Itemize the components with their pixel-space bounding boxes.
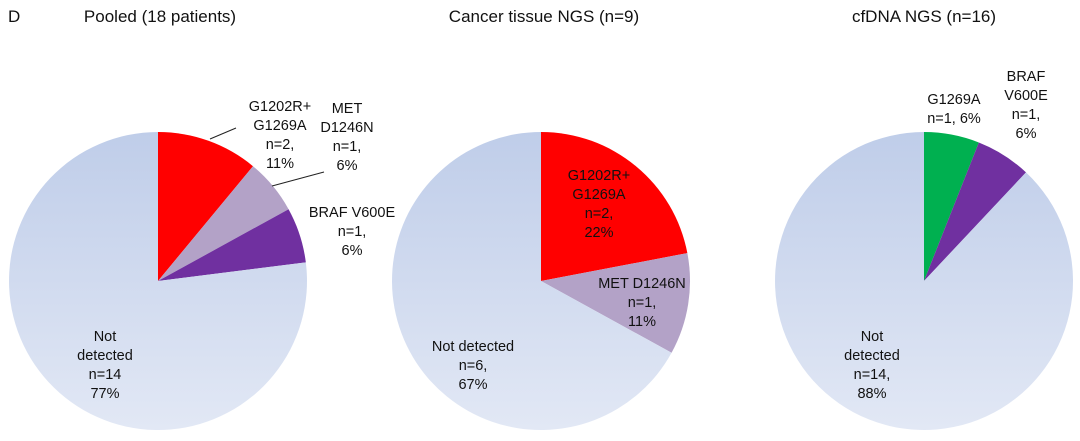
chart-title: Cancer tissue NGS (n=9) [449,7,639,26]
slice-label: BRAF V600E n=1, 6% [309,205,396,259]
slice-label: Not detected n=6, 67% [432,339,514,393]
pie-slice [158,166,289,281]
pie-slice [775,132,1074,430]
pie-chart: Pooled (18 patients) G1202R+ G1269A n=2, 11%… [9,7,395,430]
pie-chart: Cancer tissue NGS (n=9) G1202R+ G1269A n=2,… [391,7,690,430]
label-leader-line [209,127,237,140]
slice-label: G1202R+ G1269A n=2, 22% [568,168,630,241]
slice-label: G1202R+ G1269A n=2, 11% [249,99,311,172]
pie-slice [9,132,308,430]
label-leader-line [271,171,325,187]
slice-label: G1269A n=1, 6% [927,92,981,127]
pie-slice [391,132,672,430]
pie-slice [924,142,1026,281]
slice-label: Not detected n=14 77% [77,329,133,402]
chart-title: cfDNA NGS (n=16) [852,7,996,26]
pie-slice [541,132,688,281]
slice-label: MET D1246N n=1, 6% [320,101,373,174]
panel-label: D [8,7,20,26]
slice-label: MET D1246N n=1, 11% [598,276,686,330]
chart-title: Pooled (18 patients) [84,7,236,26]
pie-slice [541,253,690,353]
pie-slice [158,132,253,281]
pie-slice [158,209,306,281]
slice-label: BRAF V600E n=1, 6% [1004,69,1048,142]
slice-label: Not detected n=14, 88% [844,329,900,402]
pie-chart: cfDNA NGS (n=16) G1269A n=1, 6% BRAF V600E n=… [775,7,1074,430]
pie-slice [924,132,979,281]
